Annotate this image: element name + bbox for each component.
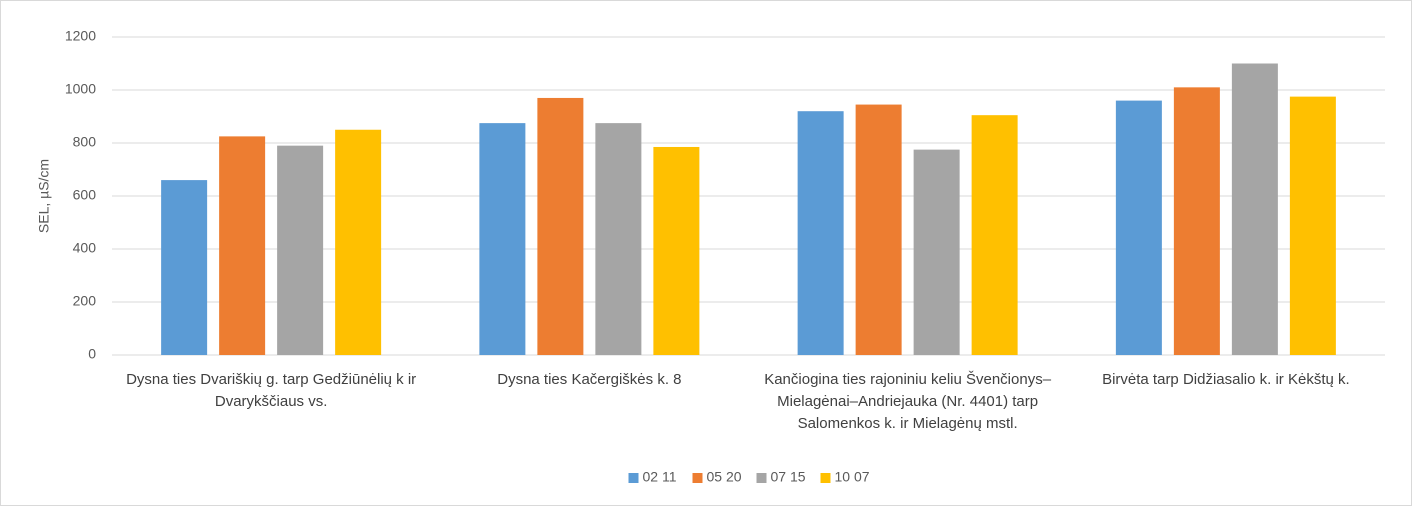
- legend-swatch: [628, 473, 639, 483]
- y-tick-label: 800: [73, 134, 97, 150]
- bar: [797, 111, 844, 355]
- bar: [335, 129, 382, 355]
- legend-label: 07 15: [771, 469, 806, 485]
- bar: [161, 180, 208, 355]
- bar: [1289, 96, 1336, 355]
- y-axis-label: SEL, µS/cm: [36, 159, 52, 233]
- x-tick-label: Kančiogina ties rajoniniu keliu Švenčion…: [764, 371, 1052, 432]
- y-tick-label: 400: [73, 240, 97, 256]
- bar: [277, 145, 324, 355]
- bar: [1173, 87, 1220, 355]
- x-tick-label: Dysna ties Dvariškių g. tarp Gedžiūnėlių…: [126, 371, 417, 410]
- legend-label: 05 20: [707, 469, 742, 485]
- y-tick-label: 0: [88, 346, 96, 362]
- legend-swatch: [692, 473, 703, 483]
- legend-label: 02 11: [643, 469, 677, 485]
- bar: [653, 146, 700, 355]
- bar: [855, 104, 902, 355]
- x-tick-label: Birvėta tarp Didžiasalio k. ir Kėkštų k.: [1102, 371, 1350, 388]
- y-tick-label: 1000: [65, 81, 96, 97]
- bar: [479, 123, 526, 355]
- legend-swatch: [756, 473, 767, 483]
- bar: [971, 115, 1018, 355]
- bar: [1115, 100, 1162, 355]
- bar: [913, 149, 960, 355]
- legend-label: 10 07: [835, 469, 870, 485]
- legend-swatch: [820, 473, 831, 483]
- bar: [1231, 63, 1278, 355]
- x-tick-label: Dysna ties Kačergiškės k. 8: [497, 371, 682, 388]
- bar: [595, 123, 642, 355]
- bar: [537, 97, 584, 355]
- y-tick-label: 200: [73, 293, 97, 309]
- y-tick-label: 600: [73, 187, 97, 203]
- bar: [219, 136, 266, 355]
- y-tick-label: 1200: [65, 28, 96, 44]
